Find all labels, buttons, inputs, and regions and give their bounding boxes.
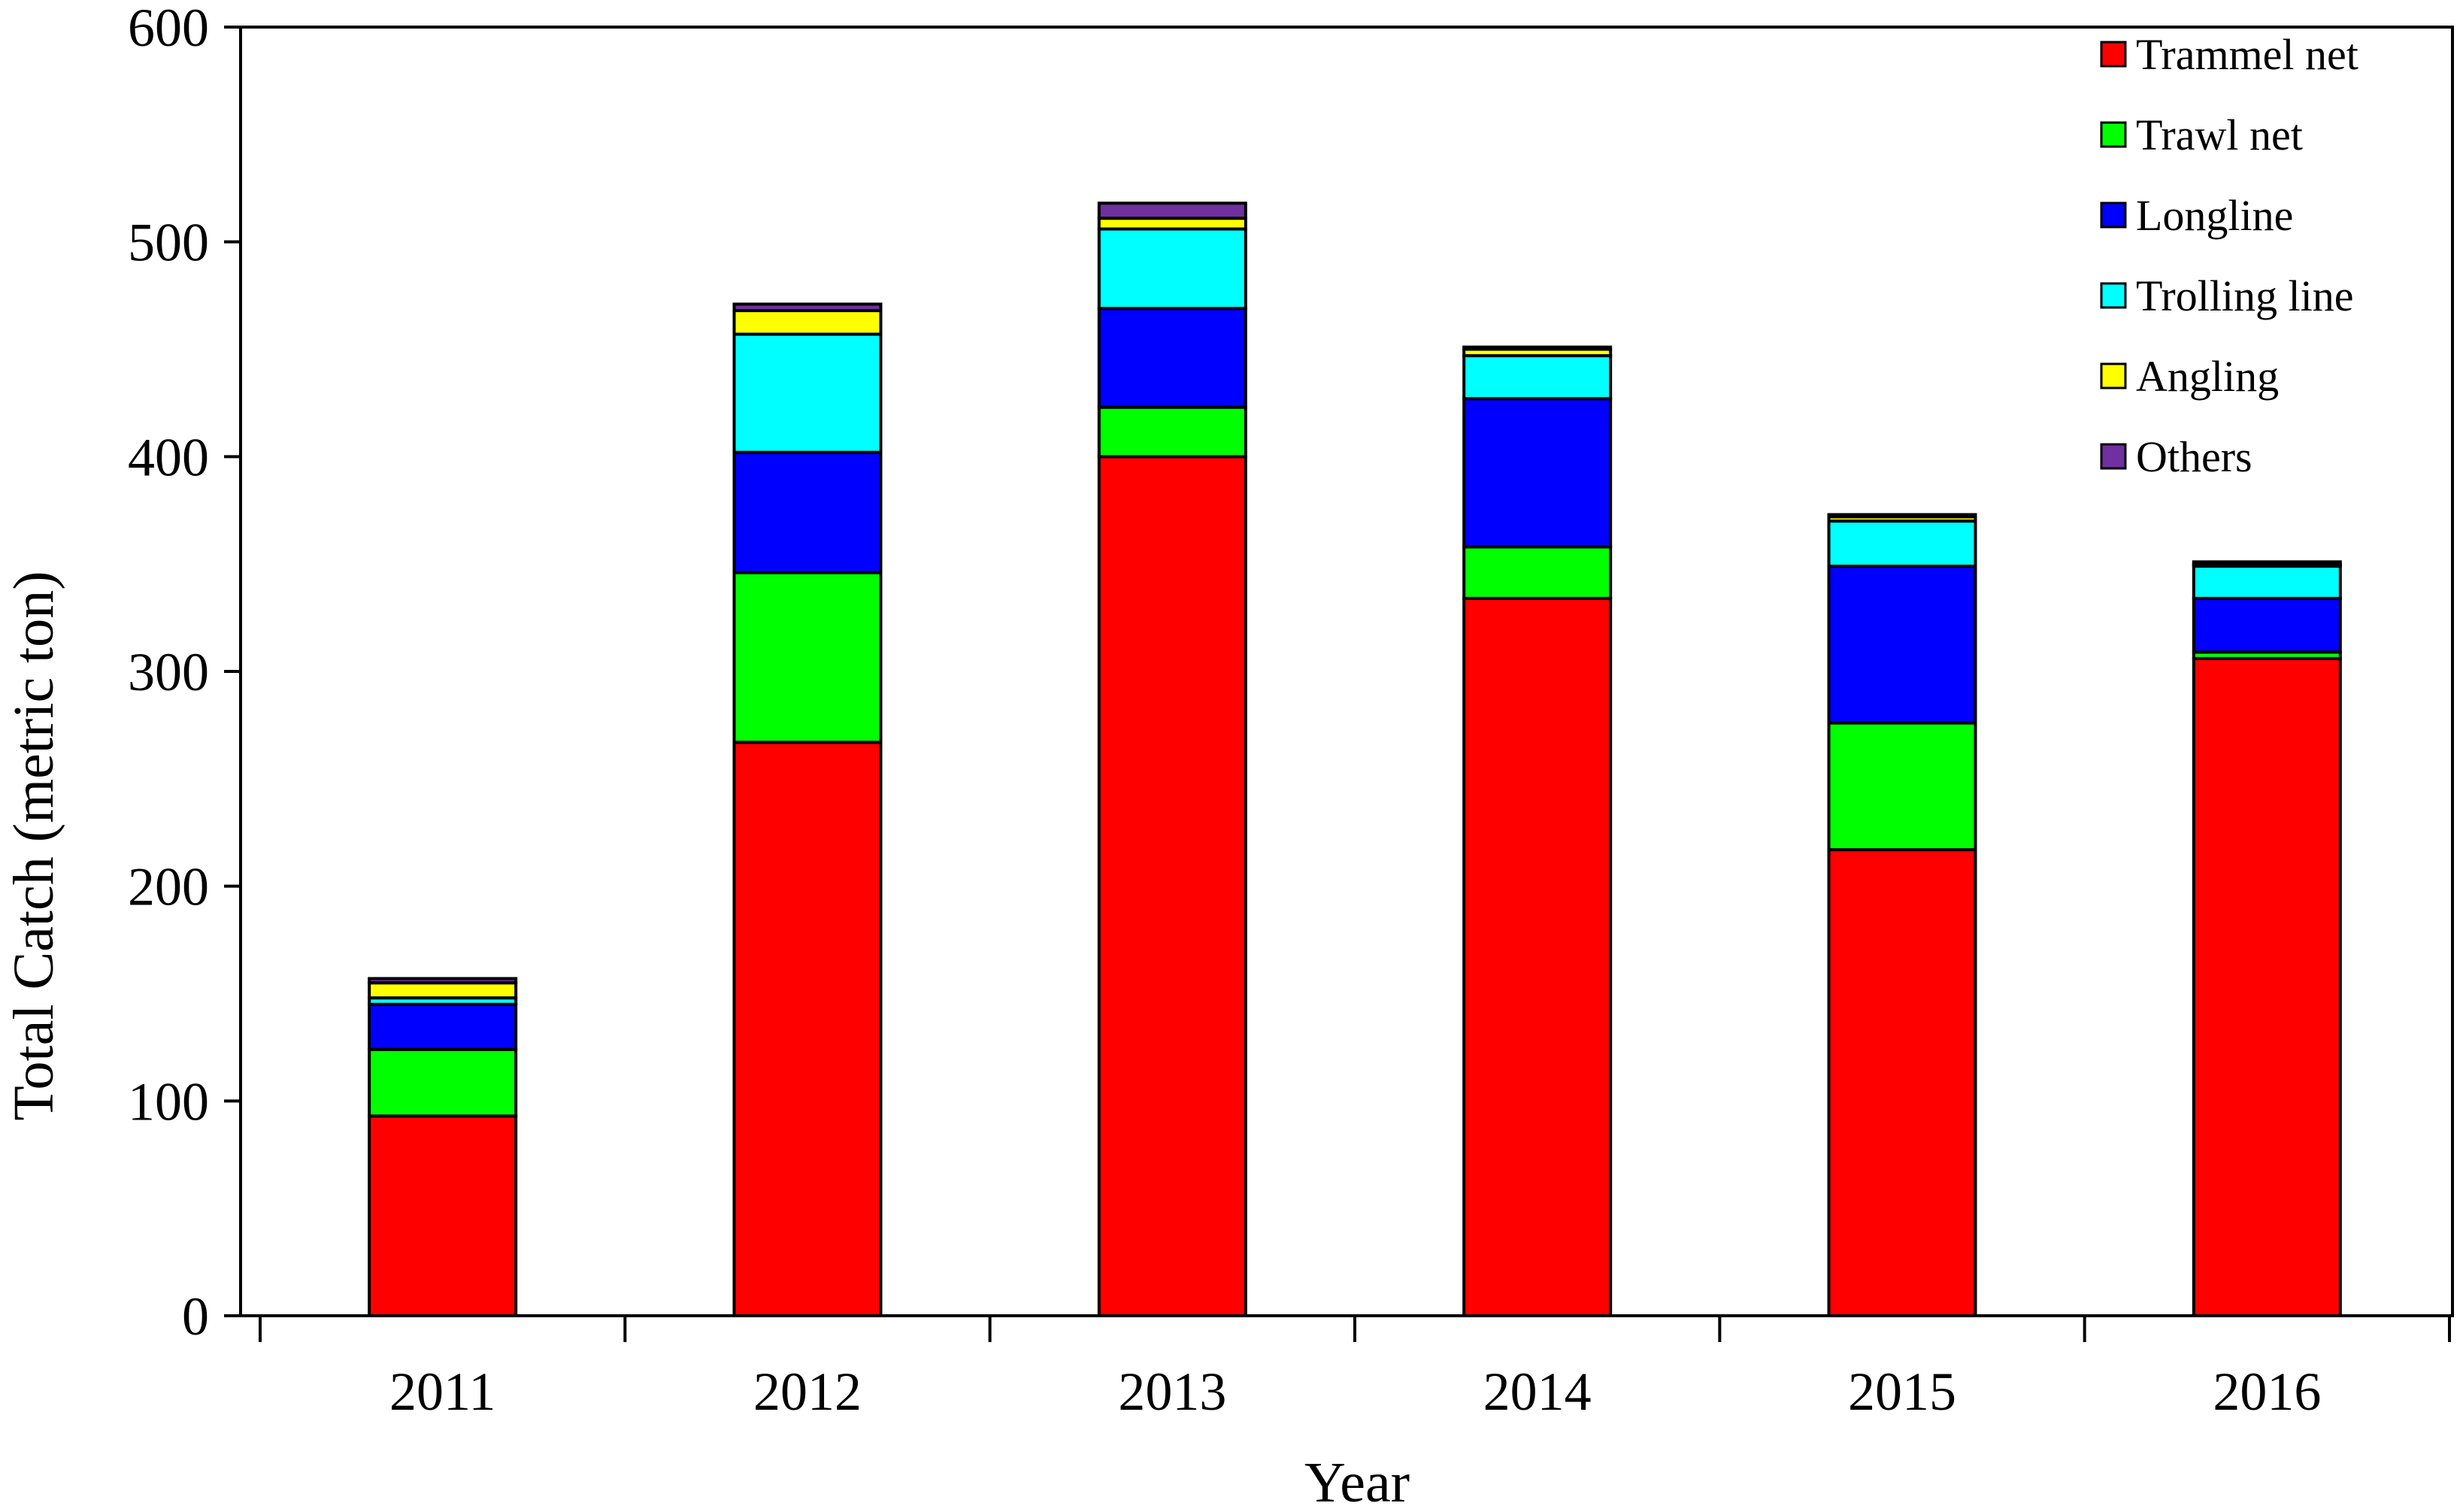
bar-trammel-net-2015 — [1827, 848, 1977, 1318]
bar-longline-2012 — [732, 450, 883, 574]
legend-item-trolling-line: Trolling line — [2100, 271, 2354, 320]
y-tick-label: 300 — [128, 642, 209, 702]
bar-trammel-net-2014 — [1462, 596, 1613, 1317]
bar-trolling-line-2015 — [1827, 520, 1977, 568]
bar-trawl-net-2014 — [1462, 545, 1613, 600]
y-tick-label: 600 — [128, 0, 209, 58]
bar-longline-2014 — [1462, 397, 1613, 549]
bar-others-2013 — [1097, 201, 1247, 220]
legend-label: Trawl net — [2136, 111, 2303, 159]
y-tick-label: 500 — [128, 213, 209, 273]
legend-item-trammel-net: Trammel net — [2100, 30, 2358, 79]
y-tick-label: 200 — [128, 857, 209, 917]
legend-item-trawl-net: Trawl net — [2100, 111, 2303, 159]
bar-trolling-line-2012 — [732, 332, 883, 454]
x-tick-label: 2014 — [1483, 1362, 1592, 1422]
bar-angling-2013 — [1097, 217, 1247, 231]
legend-item-others: Others — [2100, 432, 2252, 481]
tick-labels-layer: 0 100 200 300 400 500 600 2011 2012 2013 2014 2015 2… — [128, 0, 2321, 1422]
bar-trawl-net-2012 — [732, 571, 883, 744]
legend-label: Angling — [2136, 352, 2279, 401]
x-axis-title: Year — [1304, 1451, 1410, 1512]
bar-others-2015 — [1827, 513, 1977, 519]
bar-longline-2013 — [1097, 307, 1247, 409]
bar-trolling-line-2014 — [1462, 354, 1613, 401]
legend: Trammel net Trawl net Longline Trolling lin… — [2100, 30, 2358, 481]
legend-swatch — [2100, 121, 2127, 148]
bar-trammel-net-2012 — [732, 741, 883, 1317]
legend-item-longline: Longline — [2100, 191, 2293, 240]
legend-label: Trolling line — [2136, 271, 2354, 320]
x-tick-label: 2011 — [389, 1362, 495, 1422]
legend-label: Trammel net — [2136, 30, 2358, 79]
legend-item-angling: Angling — [2100, 352, 2279, 401]
x-tick-label: 2016 — [2213, 1362, 2321, 1422]
legend-swatch — [2100, 362, 2127, 389]
bar-others-2016 — [2192, 560, 2342, 566]
bar-trammel-net-2016 — [2192, 656, 2342, 1317]
y-tick-label: 400 — [128, 427, 209, 487]
bar-angling-2012 — [732, 309, 883, 336]
bar-angling-2011 — [368, 981, 518, 1000]
x-tick-label: 2015 — [1848, 1362, 1956, 1422]
bars-layer — [368, 201, 2342, 1318]
legend-swatch — [2100, 282, 2127, 309]
bar-longline-2011 — [368, 1002, 518, 1051]
bar-others-2011 — [368, 977, 518, 985]
bar-longline-2015 — [1827, 565, 1977, 725]
bar-trammel-net-2011 — [368, 1114, 518, 1317]
bar-longline-2016 — [2192, 596, 2342, 654]
bar-trawl-net-2013 — [1097, 405, 1247, 459]
bar-trolling-line-2016 — [2192, 565, 2342, 600]
bar-trawl-net-2015 — [1827, 721, 1977, 852]
bar-others-2012 — [732, 302, 883, 313]
legend-label: Others — [2136, 432, 2252, 481]
x-tick-label: 2013 — [1118, 1362, 1226, 1422]
axes-layer — [224, 26, 2454, 1342]
legend-label: Longline — [2136, 191, 2293, 240]
y-axis-title: Total Catch (metric ton) — [2, 571, 65, 1120]
y-tick-label: 0 — [182, 1286, 209, 1347]
legend-swatch — [2100, 201, 2127, 229]
bar-others-2014 — [1462, 345, 1613, 351]
legend-swatch — [2100, 443, 2127, 470]
legend-swatch — [2100, 41, 2127, 68]
bar-trammel-net-2013 — [1097, 455, 1247, 1317]
bar-trawl-net-2011 — [368, 1047, 518, 1118]
bar-trolling-line-2013 — [1097, 227, 1247, 311]
x-tick-label: 2012 — [753, 1362, 862, 1422]
y-tick-label: 100 — [128, 1071, 209, 1132]
